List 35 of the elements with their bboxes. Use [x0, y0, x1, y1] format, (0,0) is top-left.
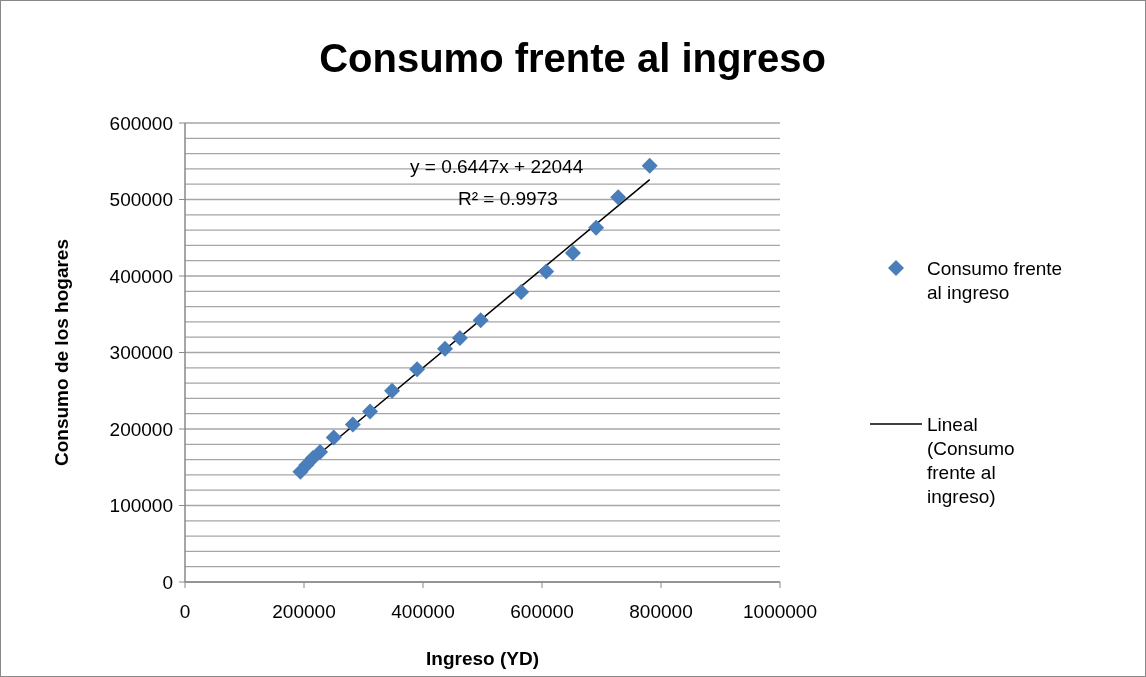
point	[588, 219, 605, 236]
y-axis-title: Consumo de los hogares	[51, 239, 72, 466]
legend-label: Lineal (Consumo frente al ingreso)	[927, 414, 1015, 507]
y-tick-label: 300000	[109, 342, 173, 364]
point	[641, 157, 658, 174]
chart-title: Consumo frente al ingreso	[319, 36, 826, 80]
point	[362, 403, 379, 420]
y-tick-label: 500000	[109, 189, 173, 211]
x-tick-label: 600000	[510, 601, 574, 622]
annotation: y = 0.6447x + 22044	[410, 156, 584, 177]
point	[384, 382, 401, 399]
point	[451, 329, 468, 346]
x-tick-label: 0	[179, 601, 191, 622]
annotation: R² = 0.9973	[458, 188, 558, 209]
y-tick-label: 0	[162, 571, 173, 593]
x-tick-label: 800000	[629, 601, 693, 622]
y-tick-label: 400000	[109, 265, 173, 287]
point	[409, 361, 426, 378]
x-tick-label: 1000000	[743, 601, 817, 622]
y-tick-label: 600000	[109, 112, 173, 134]
point	[312, 443, 329, 460]
y-tick-label: 100000	[109, 495, 173, 517]
point	[472, 312, 489, 329]
x-tick-label: 400000	[391, 601, 455, 622]
point	[564, 245, 581, 262]
point	[538, 263, 555, 280]
point	[610, 189, 627, 206]
point	[437, 340, 454, 357]
point	[513, 284, 530, 301]
x-tick-label: 200000	[272, 601, 336, 622]
legend-label: Consumo frente al ingreso	[927, 258, 1063, 303]
point	[344, 416, 361, 433]
point	[325, 429, 342, 446]
x-axis-title: Ingreso (YD)	[426, 648, 539, 669]
y-tick-label: 200000	[109, 418, 173, 440]
